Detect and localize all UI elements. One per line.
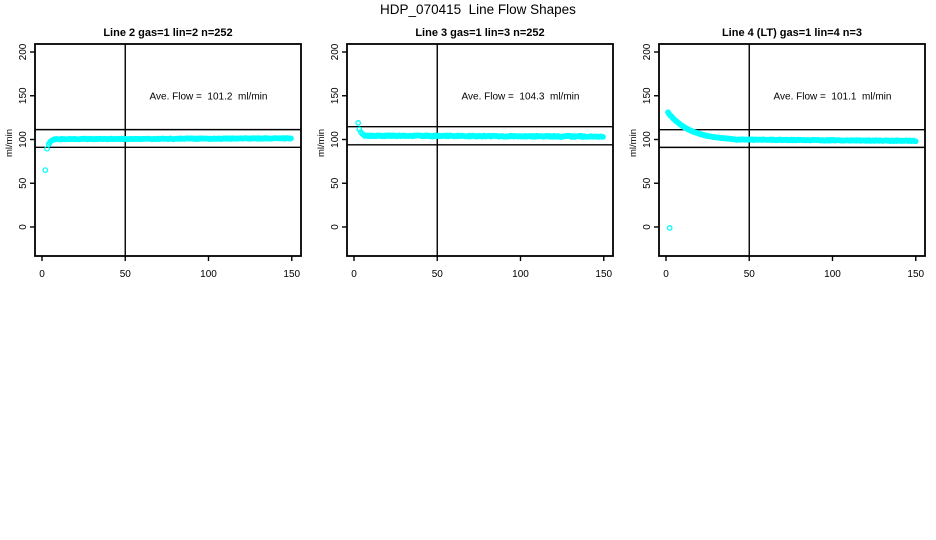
x-tick-label: 0 [39, 269, 45, 280]
y-tick-label: 150 [642, 87, 653, 104]
x-tick-label: 50 [120, 269, 132, 280]
x-tick-label: 150 [283, 269, 300, 280]
x-tick-label: 50 [744, 269, 756, 280]
y-axis-label: ml/min [316, 129, 327, 157]
y-axis: 0 50 100 150 200 [642, 43, 659, 230]
y-tick-label: 50 [18, 177, 29, 189]
panels: Line 2 gas=1 lin=2 n=252 0 50 100 150 200 ml/m… [4, 27, 926, 280]
plot-box [34, 43, 302, 257]
panel-title: Line 3 gas=1 lin=3 n=252 [415, 27, 544, 39]
y-tick-label: 150 [330, 87, 341, 104]
y-tick-label: 50 [642, 177, 653, 189]
y-tick-label: 200 [18, 43, 29, 60]
x-axis: 0 50 100 150 [351, 256, 613, 280]
y-tick-label: 100 [330, 131, 341, 148]
data-point [288, 135, 294, 142]
plot-box [346, 43, 614, 257]
x-tick-label: 0 [351, 269, 357, 280]
y-tick-label: 200 [642, 43, 653, 60]
y-tick-label: 100 [642, 131, 653, 148]
x-tick-label: 150 [907, 269, 924, 280]
y-tick-label: 0 [330, 224, 341, 230]
ave-flow-annotation: Ave. Flow = 104.3 ml/min [462, 91, 580, 102]
x-tick-label: 100 [200, 269, 217, 280]
data-points [665, 109, 919, 231]
data-point [666, 225, 673, 231]
x-tick-label: 100 [512, 269, 529, 280]
y-tick-label: 0 [18, 224, 29, 230]
x-tick-label: 50 [432, 269, 444, 280]
y-tick-label: 150 [18, 87, 29, 104]
x-axis: 0 50 100 150 [39, 256, 301, 280]
data-points [355, 120, 606, 140]
panel-title: Line 2 gas=1 lin=2 n=252 [103, 27, 232, 39]
y-axis-label: ml/min [4, 129, 15, 157]
y-tick-label: 50 [330, 177, 341, 189]
y-axis: 0 50 100 150 200 [18, 43, 35, 230]
data-point [600, 134, 606, 140]
flow-panel-3: Line 4 (LT) gas=1 lin=4 n=3 0 50 100 150 200 m… [628, 27, 926, 280]
data-points [42, 135, 294, 173]
y-tick-label: 100 [18, 131, 29, 148]
ave-flow-annotation: Ave. Flow = 101.2 ml/min [150, 91, 268, 102]
y-axis: 0 50 100 150 200 [330, 43, 347, 230]
x-tick-label: 150 [595, 269, 612, 280]
data-point [912, 138, 919, 145]
data-point [355, 120, 362, 126]
plot-box [658, 43, 926, 257]
x-tick-label: 100 [824, 269, 841, 280]
ave-flow-annotation: Ave. Flow = 101.1 ml/min [774, 91, 892, 102]
flow-panel-1: Line 2 gas=1 lin=2 n=252 0 50 100 150 200 ml/m… [4, 27, 302, 280]
figure-title: HDP_070415 Line Flow Shapes [380, 2, 576, 17]
panel-title: Line 4 (LT) gas=1 lin=4 n=3 [722, 27, 862, 39]
flow-panel-2: Line 3 gas=1 lin=3 n=252 0 50 100 150 200 ml/m… [316, 27, 614, 280]
y-tick-label: 0 [642, 224, 653, 230]
y-axis-label: ml/min [628, 129, 639, 157]
x-tick-label: 0 [663, 269, 669, 280]
data-point [42, 167, 49, 173]
x-axis: 0 50 100 150 [663, 256, 925, 280]
y-tick-label: 200 [330, 43, 341, 60]
